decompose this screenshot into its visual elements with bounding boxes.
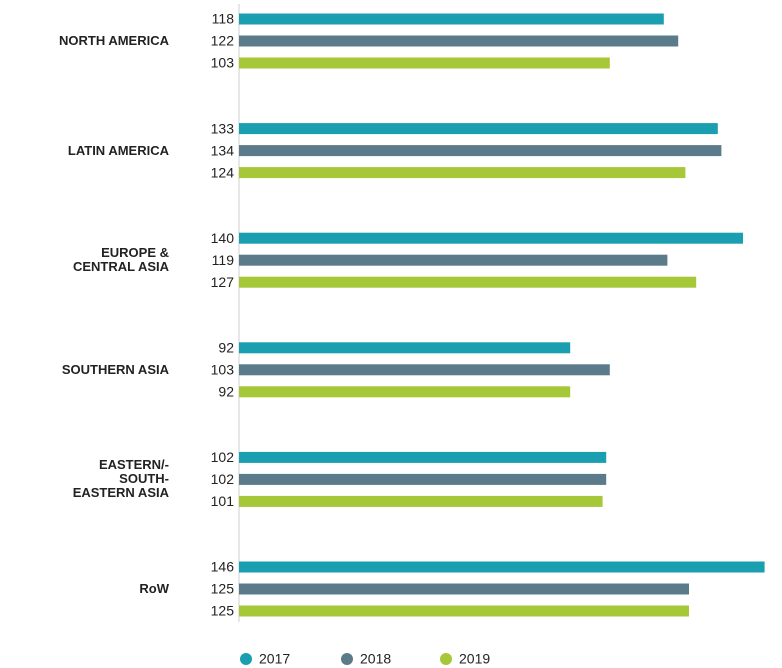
- category-label: RoW: [139, 581, 169, 596]
- value-label: 124: [211, 164, 235, 180]
- bar: [239, 167, 686, 179]
- legend-marker: [240, 653, 252, 665]
- bar: [239, 35, 679, 47]
- bar: [239, 57, 610, 69]
- value-label: 146: [211, 559, 235, 575]
- value-label: 127: [211, 274, 235, 290]
- legend-marker: [341, 653, 353, 665]
- value-label: 92: [218, 340, 234, 356]
- value-label: 118: [212, 11, 235, 27]
- bar: [239, 123, 718, 135]
- legend-marker: [440, 653, 452, 665]
- value-label: 101: [211, 493, 235, 509]
- value-label: 140: [211, 230, 235, 246]
- bar: [239, 386, 571, 398]
- legend-label: 2018: [360, 651, 391, 667]
- bar: [239, 254, 668, 266]
- bar: [239, 145, 722, 157]
- bar: [239, 13, 664, 25]
- bar: [239, 364, 610, 376]
- bar: [239, 342, 571, 354]
- value-label: 102: [211, 471, 235, 487]
- legend-label: 2019: [459, 651, 490, 667]
- value-label: 92: [218, 384, 234, 400]
- category-label: NORTH AMERICA: [58, 33, 169, 48]
- value-label: 134: [211, 142, 235, 158]
- value-label: 102: [211, 449, 235, 465]
- category-label: EASTERN/- SOUTH- EASTERN ASIA: [72, 457, 169, 501]
- bar: [239, 495, 603, 507]
- bar: [239, 276, 697, 288]
- bar: [239, 561, 765, 573]
- value-label: 125: [211, 603, 235, 619]
- value-label: 103: [211, 362, 235, 378]
- bar: [239, 451, 607, 463]
- value-label: 125: [211, 581, 235, 597]
- category-label: LATIN AMERICA: [67, 142, 169, 158]
- bar: [239, 583, 689, 595]
- legend-label: 2017: [259, 651, 290, 667]
- category-label: SOUTHERN ASIA: [61, 361, 169, 377]
- value-label: 133: [211, 120, 235, 136]
- category-label: EUROPE & CENTRAL ASIA: [72, 245, 169, 275]
- value-label: 122: [211, 33, 235, 49]
- value-label: 119: [212, 252, 235, 268]
- bar: [239, 605, 689, 617]
- bar: [239, 232, 743, 244]
- bar: [239, 473, 607, 485]
- value-label: 103: [211, 55, 235, 71]
